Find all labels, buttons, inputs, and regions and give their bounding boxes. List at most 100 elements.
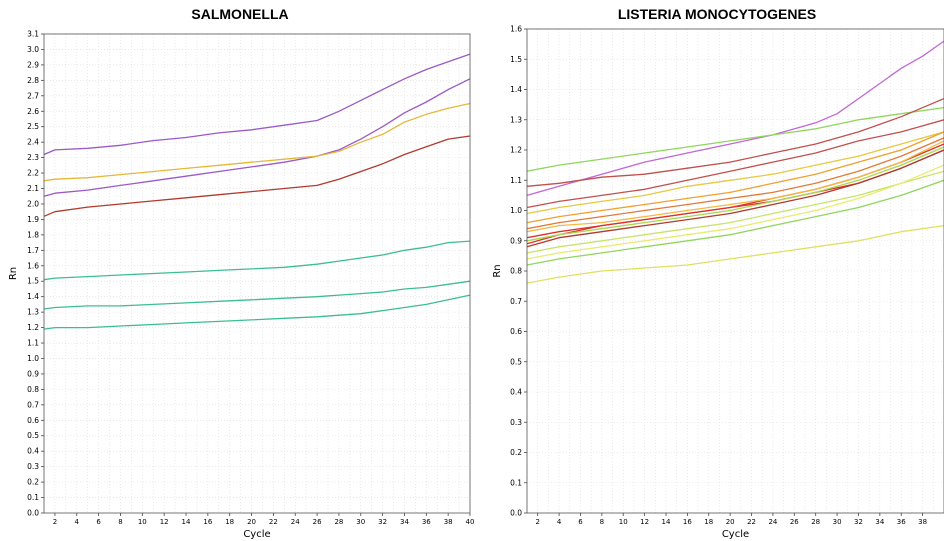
x-tick-label: 30 <box>356 518 365 526</box>
x-tick-label: 12 <box>640 518 649 526</box>
y-tick-label: 1.1 <box>510 176 522 185</box>
x-tick-label: 22 <box>269 518 278 526</box>
series-line <box>526 98 944 187</box>
x-tick-label: 12 <box>160 518 169 526</box>
x-tick-label: 34 <box>875 518 884 526</box>
y-tick-label: 1.1 <box>27 339 39 348</box>
y-tick-label: 0.2 <box>27 478 39 487</box>
plot-frame <box>526 28 944 514</box>
x-tick-label: 24 <box>768 518 777 526</box>
series-line <box>43 53 471 156</box>
series-line <box>526 119 944 209</box>
series-line <box>526 179 944 266</box>
x-tick-label: 18 <box>225 518 234 526</box>
y-tick-label: 2.4 <box>27 138 39 147</box>
y-tick-label: 0.7 <box>27 400 39 409</box>
y-tick-label: 1.0 <box>27 354 39 363</box>
series-line <box>526 131 944 215</box>
x-tick-label: 26 <box>790 518 799 526</box>
y-tick-label: 1.6 <box>510 25 522 34</box>
y-tick-label: 3.0 <box>27 45 39 54</box>
y-tick-label: 0.9 <box>510 236 522 245</box>
y-tick-label: 1.6 <box>27 261 39 270</box>
y-tick-label: 0.5 <box>510 357 522 366</box>
series-line <box>43 78 471 197</box>
y-tick-label: 1.5 <box>510 55 522 64</box>
x-tick-label: 28 <box>334 518 343 526</box>
y-axis-label: Rn <box>8 267 19 280</box>
y-tick-label: 1.9 <box>27 215 39 224</box>
x-tick-label: 36 <box>422 518 431 526</box>
y-tick-label: 3.1 <box>27 30 39 39</box>
plot-area <box>44 34 470 513</box>
x-tick-label: 22 <box>747 518 756 526</box>
x-tick-label: 28 <box>811 518 820 526</box>
series-line <box>526 137 944 230</box>
y-tick-label: 0.3 <box>510 418 522 427</box>
y-tick-label: 1.4 <box>510 85 522 94</box>
y-tick-label: 0.1 <box>27 493 39 502</box>
y-tick-label: 0.8 <box>510 267 522 276</box>
series-line <box>43 280 471 310</box>
x-tick-label: 16 <box>203 518 212 526</box>
series-line <box>526 149 944 248</box>
y-tick-label: 0.1 <box>510 478 522 487</box>
series-line <box>526 140 944 233</box>
series-line <box>526 40 944 197</box>
series-line <box>43 294 471 330</box>
series-line <box>526 164 944 260</box>
x-tick-label: 20 <box>247 518 256 526</box>
y-tick-label: 2.0 <box>27 199 39 208</box>
y-tick-label: 2.1 <box>27 184 39 193</box>
y-tick-label: 2.3 <box>27 153 39 162</box>
y-tick-label: 0.9 <box>27 369 39 378</box>
y-tick-label: 2.5 <box>27 122 39 131</box>
x-tick-label: 16 <box>683 518 692 526</box>
x-tick-label: 32 <box>854 518 863 526</box>
x-tick-label: 6 <box>578 518 583 526</box>
x-tick-label: 8 <box>118 518 122 526</box>
y-tick-label: 1.8 <box>27 230 39 239</box>
series-line <box>526 170 944 254</box>
x-tick-label: 18 <box>704 518 713 526</box>
y-tick-label: 0.6 <box>27 416 39 425</box>
salmonella-chart-panel: SALMONELLA 0.0 0.1 0.2 0.3 0.4 0.5 0.6 0.7 0.8 0.… <box>8 6 475 541</box>
series-line <box>526 131 944 224</box>
x-tick-label: 10 <box>138 518 147 526</box>
y-tick-label: 0.2 <box>510 448 522 457</box>
y-tick-label: 0.4 <box>27 447 39 456</box>
x-tick-label: 10 <box>619 518 628 526</box>
chart-title-listeria: LISTERIA MONOCYTOGENES <box>617 6 817 22</box>
y-tick-label: 1.4 <box>27 292 39 301</box>
x-tick-label: 32 <box>378 518 387 526</box>
x-tick-label: 40 <box>466 518 475 526</box>
y-tick-label: 2.2 <box>27 169 39 178</box>
x-tick-label: 34 <box>400 518 409 526</box>
plot-frame <box>43 33 471 514</box>
series-line <box>43 135 471 217</box>
y-tick-label: 0.6 <box>510 327 522 336</box>
x-tick-label: 14 <box>182 518 191 526</box>
x-tick-label: 8 <box>600 518 604 526</box>
listeria-chart: 0.0 0.1 0.2 0.3 0.4 0.5 0.6 0.7 0.8 0.9 1.0 1.1 1.2 1… <box>492 25 944 540</box>
salmonella-chart: 0.0 0.1 0.2 0.3 0.4 0.5 0.6 0.7 0.8 0.9 1.0 1.1 1.2 1… <box>8 30 475 541</box>
x-tick-label: 20 <box>726 518 735 526</box>
x-tick-label: 36 <box>897 518 906 526</box>
y-tick-label: 0.5 <box>27 431 39 440</box>
series-line <box>43 102 471 182</box>
x-tick-label: 26 <box>313 518 322 526</box>
x-tick-label: 14 <box>662 518 671 526</box>
x-axis-label: Cycle <box>722 529 749 540</box>
x-tick-label: 2 <box>53 518 57 526</box>
series-line <box>43 240 471 281</box>
x-tick-label: 4 <box>557 518 562 526</box>
y-tick-label: 1.0 <box>510 206 522 215</box>
y-tick-label: 0.3 <box>27 462 39 471</box>
x-tick-label: 24 <box>291 518 300 526</box>
y-tick-label: 0.7 <box>510 297 522 306</box>
x-tick-label: 6 <box>96 518 101 526</box>
chart-title-salmonella: SALMONELLA <box>191 6 289 22</box>
y-tick-label: 1.3 <box>27 308 39 317</box>
series-line <box>526 146 944 242</box>
series-line <box>526 224 944 284</box>
